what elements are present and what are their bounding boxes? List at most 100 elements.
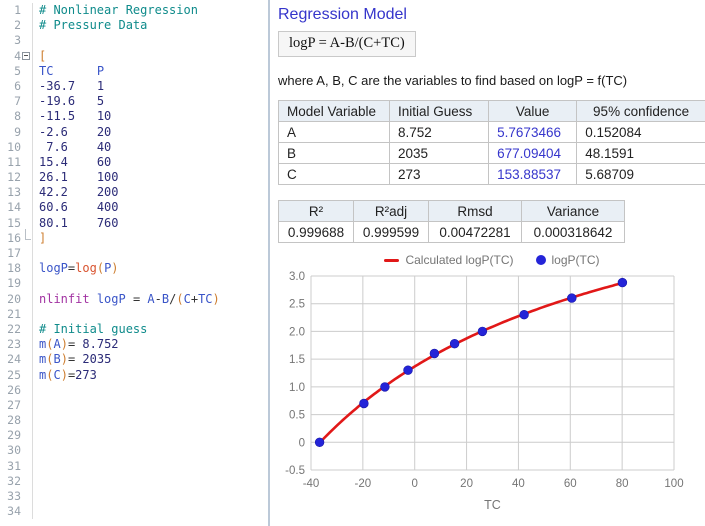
line-number: 30 xyxy=(7,443,21,458)
legend-label: Calculated logP(TC) xyxy=(405,253,514,267)
x-tick-label: 40 xyxy=(512,478,525,490)
splitter-divider[interactable] xyxy=(268,0,270,526)
fold-gutter xyxy=(21,33,32,48)
data-point xyxy=(477,326,488,337)
code-line[interactable]: 10 7.6 40 xyxy=(0,139,262,155)
line-number: 26 xyxy=(7,382,21,397)
y-tick-label: 1.0 xyxy=(289,382,305,394)
line-number: 15 xyxy=(7,215,21,230)
code-line[interactable]: 6 -36.7 1 xyxy=(0,78,262,95)
code-line[interactable]: 16] xyxy=(0,228,262,246)
stats-col-header: R²adj xyxy=(353,200,429,222)
code-line[interactable]: 17 xyxy=(0,246,262,262)
fold-gutter xyxy=(21,140,32,155)
code-line[interactable]: 9 -2.6 20 xyxy=(0,124,262,140)
code-line[interactable]: 12 26.1 100 xyxy=(0,170,262,186)
variables-col-header: Initial Guess xyxy=(388,100,490,122)
code-line[interactable]: 25 m(C)=273 xyxy=(0,367,262,383)
code-line[interactable]: 5 TC P xyxy=(0,63,262,79)
code-text: -36.7 1 xyxy=(32,78,262,95)
line-number: 17 xyxy=(7,246,21,260)
line-number: 21 xyxy=(7,306,21,321)
code-line[interactable]: 31 xyxy=(0,458,262,474)
fold-gutter xyxy=(21,428,32,443)
code-text: m(B)= 2035 xyxy=(32,352,262,368)
code-line[interactable]: 29 xyxy=(0,428,262,444)
code-text: 42.2 200 xyxy=(32,185,262,201)
code-text: nlinfit logP = A-B/(C+TC) xyxy=(32,291,262,307)
code-line[interactable]: 2 # Pressure Data xyxy=(0,18,262,34)
code-line[interactable]: 4[ xyxy=(0,48,262,64)
y-tick-label: 0.5 xyxy=(289,410,305,422)
x-axis-title: TC xyxy=(484,498,501,512)
code-line[interactable]: 3 xyxy=(0,33,262,49)
table-row: C 273 153.88537 5.68709 xyxy=(278,163,705,185)
stats-value: 0.000318642 xyxy=(521,221,625,243)
code-line[interactable]: 23 m(A)= 8.752 xyxy=(0,337,262,353)
fold-gutter xyxy=(21,352,32,367)
line-number: 7 xyxy=(14,94,21,109)
line-number: 12 xyxy=(7,170,21,185)
code-text: # Nonlinear Regression xyxy=(32,3,262,19)
minus-box-icon[interactable] xyxy=(22,51,30,60)
x-tick-label: 80 xyxy=(616,478,629,490)
fold-gutter xyxy=(21,261,32,276)
fold-gutter xyxy=(21,18,32,33)
code-text xyxy=(32,504,262,520)
code-line[interactable]: 34 xyxy=(0,504,262,520)
code-text: [ xyxy=(32,48,262,64)
x-tick-label: 100 xyxy=(664,478,683,490)
stats-table-body: 0.999688 0.999599 0.00472281 0.000318642 xyxy=(278,221,625,243)
code-line[interactable]: 33 xyxy=(0,489,262,505)
stats-table: R² R²adj Rmsd Variance 0.999688 0.999599 0.00… xyxy=(278,200,625,243)
code-line[interactable]: 15 80.1 760 xyxy=(0,215,262,231)
legend-line-swatch-icon xyxy=(384,258,400,262)
code-text xyxy=(32,443,262,459)
y-tick-label: 2.5 xyxy=(289,299,305,311)
code-line[interactable]: 18 logP=log(P) xyxy=(0,261,262,277)
code-line[interactable]: 14 60.6 400 xyxy=(0,200,262,216)
code-text: ] xyxy=(32,230,262,246)
code-line[interactable]: 27 xyxy=(0,397,262,414)
code-line[interactable]: 26 xyxy=(0,382,262,398)
fold-collapse-icon[interactable] xyxy=(21,49,32,64)
code-line[interactable]: 21 xyxy=(0,306,262,322)
line-number: 6 xyxy=(14,78,21,93)
model-description: where A, B, C are the variables to find … xyxy=(278,73,628,88)
code-line[interactable]: 28 xyxy=(0,413,262,429)
variable-name: A xyxy=(278,121,390,143)
y-tick-label: 3.0 xyxy=(289,271,305,283)
code-text: 7.6 40 xyxy=(32,139,262,155)
code-line[interactable]: 32 xyxy=(0,473,262,489)
line-number: 8 xyxy=(14,109,21,124)
variables-table-header: Model Variable Initial Guess Value 95% conf… xyxy=(278,100,705,122)
code-text xyxy=(32,458,262,474)
code-text xyxy=(32,473,262,489)
line-number: 24 xyxy=(7,352,21,367)
fitted-value: 5.7673466 xyxy=(488,121,578,143)
variables-col-header: Model Variable xyxy=(278,100,390,122)
stats-col-header: Variance xyxy=(521,200,625,222)
fold-gutter xyxy=(21,64,32,79)
data-point xyxy=(617,277,628,288)
line-number: 34 xyxy=(7,504,21,519)
code-line[interactable]: 13 42.2 200 xyxy=(0,185,262,201)
code-editor[interactable]: 1 # Nonlinear Regression 2 # Pressure Data 3… xyxy=(0,0,262,526)
y-tick-label: -0.5 xyxy=(285,465,305,477)
code-line[interactable]: 11 15.4 60 xyxy=(0,154,262,171)
code-line[interactable]: 22 # Initial guess xyxy=(0,321,262,338)
code-line[interactable]: 20 nlinfit logP = A-B/(C+TC) xyxy=(0,291,262,307)
plot-svg: -0.5 0 0.5 1.0 1.5 2.0 2.5 3.0 -40 -20 0 20 40 60 80 10… xyxy=(285,271,683,512)
confidence-value: 48.1591 xyxy=(576,142,705,164)
data-point xyxy=(429,348,440,359)
fold-gutter xyxy=(21,109,32,124)
code-line[interactable]: 30 xyxy=(0,443,262,459)
code-line[interactable]: 8 -11.5 10 xyxy=(0,109,262,125)
x-tick-label: -40 xyxy=(303,478,320,490)
code-line[interactable]: 19 xyxy=(0,276,262,292)
data-point xyxy=(567,293,577,303)
code-line[interactable]: 1 # Nonlinear Regression xyxy=(0,3,262,19)
code-line[interactable]: 7 -19.6 5 xyxy=(0,94,262,110)
code-line[interactable]: 24 m(B)= 2035 xyxy=(0,352,262,368)
